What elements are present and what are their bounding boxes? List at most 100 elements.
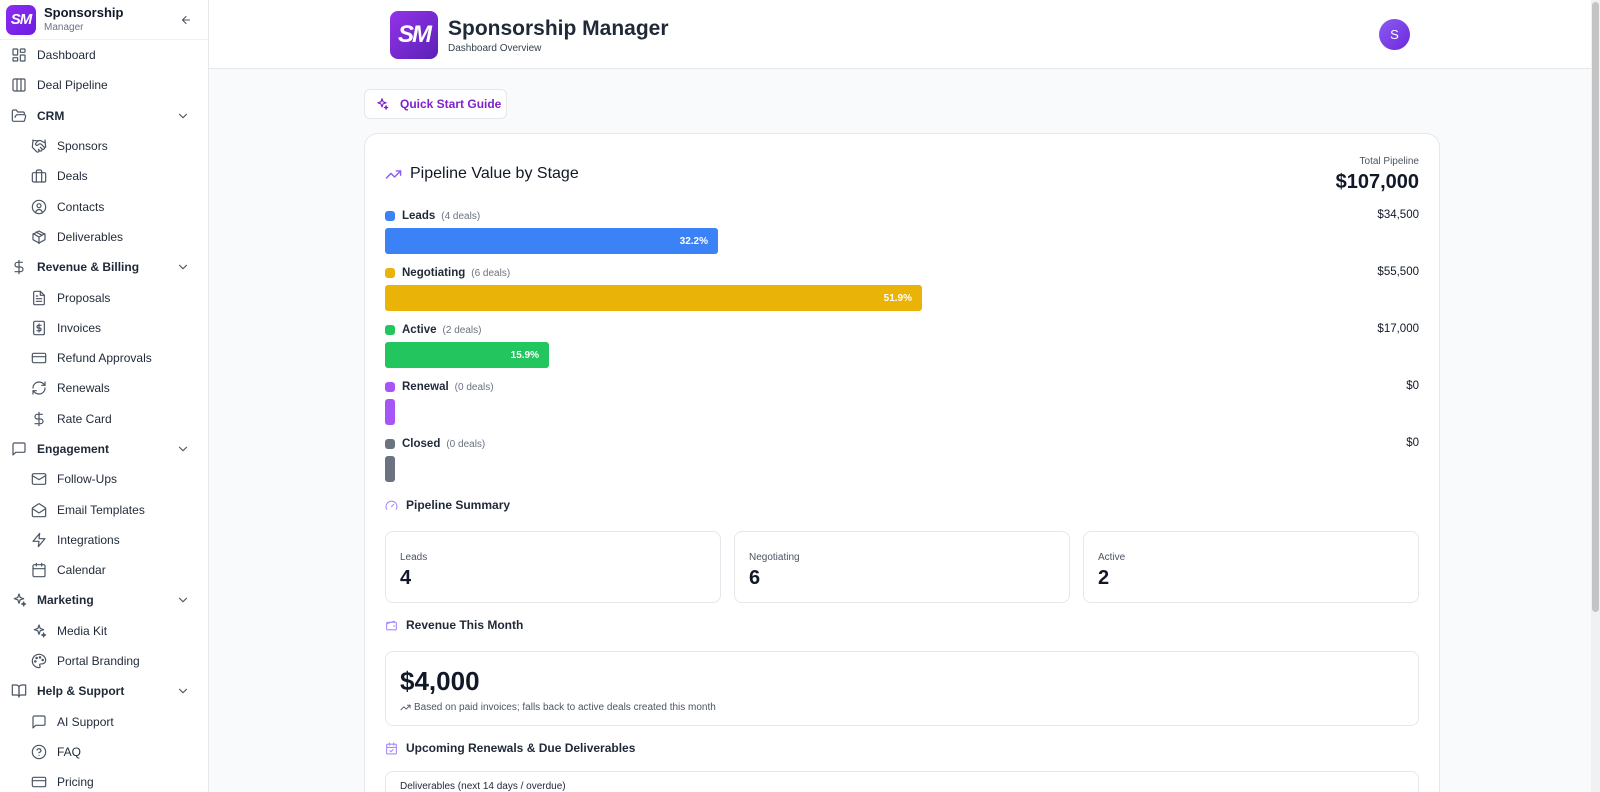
refresh-icon [31, 380, 47, 396]
sidebar-item-refund-approvals[interactable]: Refund Approvals [0, 343, 208, 373]
stage-bar[interactable]: 15.9% [385, 342, 549, 368]
message-square-icon [12, 442, 26, 456]
sidebar-item-email-templates[interactable]: Email Templates [0, 494, 208, 524]
stage-name: Active [402, 324, 437, 336]
sidebar-item-dashboard[interactable]: Dashboard [0, 40, 208, 70]
header-logo[interactable]: SM [390, 11, 438, 59]
handshake-icon [31, 138, 47, 154]
revenue-note-row: Based on paid invoices; falls back to ac… [400, 702, 716, 713]
chevron-down-icon[interactable] [176, 593, 190, 607]
sidebar-item-label: Portal Branding [57, 654, 140, 669]
sidebar-item-follow-ups[interactable]: Follow-Ups [0, 464, 208, 494]
sidebar-item-label: Sponsors [57, 139, 108, 154]
chevron-down-icon[interactable] [176, 684, 190, 698]
gauge-icon [385, 500, 398, 510]
quick-start-label: Quick Start Guide [400, 97, 502, 111]
sidebar-item-engagement[interactable]: Engagement [0, 434, 208, 464]
sidebar-item-sponsors[interactable]: Sponsors [0, 131, 208, 161]
sidebar-item-label: Engagement [37, 442, 110, 456]
palette-icon [31, 653, 47, 669]
summary-value: 4 [400, 567, 412, 589]
credit-card-icon [31, 352, 47, 364]
collapse-sidebar-button[interactable] [178, 12, 194, 28]
sidebar-item-deals[interactable]: Deals [0, 161, 208, 191]
sidebar-item-portal-branding[interactable]: Portal Branding [0, 646, 208, 676]
package-icon [31, 229, 47, 245]
sidebar-item-renewals[interactable]: Renewals [0, 373, 208, 403]
calendar-check-icon [386, 742, 397, 754]
sidebar-header: SM Sponsorship Manager [0, 0, 208, 40]
folder-open-icon [11, 109, 27, 122]
summary-label: Leads [400, 552, 428, 563]
calendar-icon [31, 562, 47, 578]
quick-start-button[interactable]: Quick Start Guide [364, 89, 507, 119]
sidebar-item-help-support[interactable]: Help & Support [0, 676, 208, 706]
sidebar-item-crm[interactable]: CRM [0, 101, 208, 131]
sidebar-item-marketing[interactable]: Marketing [0, 585, 208, 615]
sidebar-item-label: Email Templates [57, 502, 145, 517]
sidebar-brand-sub: Manager [44, 22, 84, 34]
sparkles-icon [31, 623, 47, 639]
scrollbar-thumb[interactable] [1592, 2, 1599, 612]
sidebar-item-revenue-billing[interactable]: Revenue & Billing [0, 252, 208, 282]
stage-bar[interactable]: 32.2% [385, 228, 718, 254]
chevron-down-icon [178, 688, 188, 694]
user-circle-icon [31, 199, 47, 214]
sidebar-item-ai-support[interactable]: AI Support [0, 707, 208, 737]
upcoming-header: Upcoming Renewals & Due Deliverables [385, 741, 635, 755]
sidebar-item-integrations[interactable]: Integrations [0, 525, 208, 555]
refresh-icon [32, 381, 46, 396]
sidebar-item-rate-card[interactable]: Rate Card [0, 404, 208, 434]
sidebar-item-label: Refund Approvals [57, 351, 152, 366]
sidebar-item-faq[interactable]: FAQ [0, 737, 208, 767]
briefcase-icon [31, 169, 47, 183]
sidebar-item-deliverables[interactable]: Deliverables [0, 222, 208, 252]
credit-card-icon [31, 776, 47, 788]
stage-percent: 51.9% [883, 292, 912, 304]
stage-bar[interactable]: 51.9% [385, 285, 922, 311]
summary-box-leads: Leads 4 [385, 531, 721, 603]
chevron-down-icon[interactable] [176, 260, 190, 274]
stage-row-renewal: Renewal (0 deals) $0 [385, 380, 1419, 436]
dashboard-icon [11, 47, 27, 63]
summary-value: 2 [1098, 567, 1110, 589]
revenue-note: Based on paid invoices; falls back to ac… [414, 702, 716, 713]
dashboard-icon [12, 48, 26, 62]
chevron-down-icon [178, 598, 188, 603]
page-subtitle: Dashboard Overview [448, 43, 542, 54]
sidebar-item-media-kit[interactable]: Media Kit [0, 616, 208, 646]
stage-bar[interactable] [385, 399, 395, 425]
sidebar-item-label: Rate Card [57, 411, 112, 426]
help-circle-icon [31, 744, 47, 760]
sidebar-item-label: CRM [37, 108, 65, 123]
topbar: SM Sponsorship Manager Dashboard Overvie… [209, 0, 1600, 69]
avatar[interactable]: S [1379, 19, 1410, 50]
summary-value: 6 [749, 567, 761, 589]
mail-open-icon [31, 502, 47, 518]
chevron-down-icon[interactable] [176, 109, 190, 123]
sidebar-item-invoices[interactable]: Invoices [0, 313, 208, 343]
dollar-icon [31, 411, 47, 427]
sidebar-item-label: Proposals [57, 290, 111, 305]
sparkles-icon [377, 98, 389, 110]
page-scrollbar[interactable] [1591, 0, 1600, 792]
stage-amount: $0 [1406, 380, 1419, 392]
chevron-down-icon[interactable] [176, 442, 190, 456]
stage-bar[interactable] [385, 456, 395, 482]
stage-bar-track [385, 456, 1419, 482]
mail-open-icon [31, 502, 47, 517]
help-circle-icon [31, 744, 47, 760]
handshake-icon [31, 139, 47, 153]
sidebar-item-contacts[interactable]: Contacts [0, 191, 208, 221]
sidebar-item-pricing[interactable]: Pricing [0, 767, 208, 792]
sidebar-item-label: AI Support [57, 714, 114, 729]
app-logo[interactable]: SM [6, 4, 36, 35]
stage-amount: $55,500 [1377, 266, 1419, 278]
wallet-icon [386, 620, 397, 630]
sidebar-brand-name: Sponsorship [44, 4, 124, 20]
sidebar-item-calendar[interactable]: Calendar [0, 555, 208, 585]
sidebar-item-proposals[interactable]: Proposals [0, 282, 208, 312]
sidebar-item-deal-pipeline[interactable]: Deal Pipeline [0, 70, 208, 100]
stage-amount: $34,500 [1377, 209, 1419, 221]
stage-header: Leads (4 deals) [385, 209, 480, 223]
